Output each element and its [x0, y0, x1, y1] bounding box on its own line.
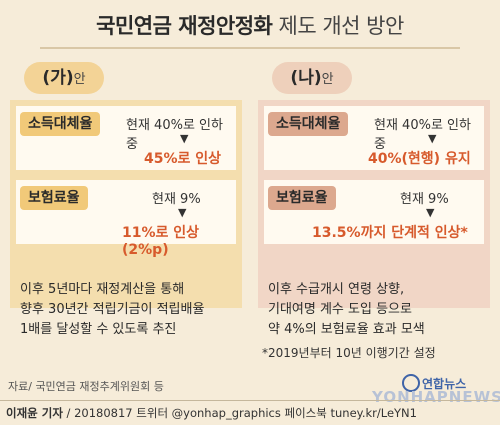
credit-details: / 20180817 트위터 @yonhap_graphics 페이스북 tun… [62, 406, 417, 420]
plan-b-panel: 소득대체율 현재 40%로 인하 중 ▼ 40%(현행) 유지 보험료율 현재 … [258, 100, 490, 308]
logo-english: YONHAPNEWS [372, 388, 500, 406]
source-note: 자료/ 국민연금 재정추계위원회 등 [8, 380, 164, 393]
logo-korean: 연합뉴스 [422, 377, 467, 391]
plan-a-note-line: 향후 30년간 적립기금이 적립배율 [20, 302, 205, 317]
title-divider [40, 47, 460, 49]
yonhap-logo: 연합뉴스 YONHAPNEWS [368, 366, 500, 406]
plan-b-tag: (나)안 [272, 62, 352, 94]
plan-a-premium-box: 보험료율 현재 9% ▼ 11%로 인상(2%p) [16, 180, 236, 258]
arrow-down-icon: ▼ [178, 206, 187, 219]
arrow-down-icon: ▼ [426, 206, 435, 219]
plan-a-panel: 소득대체율 현재 40%로 인하 중 ▼ 45%로 인상 보험료율 현재 9% … [10, 100, 242, 308]
arrow-down-icon: ▼ [180, 132, 189, 145]
plan-a-income-box: 소득대체율 현재 40%로 인하 중 ▼ 45%로 인상 [16, 106, 236, 170]
footer-divider [0, 400, 500, 401]
plan-b-premium-box: 보험료율 현재 9% ▼ 13.5%까지 단계적 인상* [264, 180, 484, 244]
plan-b-tag-suffix: 안 [321, 72, 334, 87]
page-title: 국민연금 재정안정화 제도 개선 방안 [0, 10, 500, 40]
plan-a-premium-from: 현재 9% [152, 192, 201, 207]
plan-a-notes: 이후 5년마다 재정계산을 통해 향후 30년간 적립기금이 적립배율 1배를 … [10, 280, 242, 340]
plan-a-premium-label: 보험료율 [20, 186, 88, 210]
plan-b-premium-to: 13.5%까지 단계적 인상* [312, 225, 468, 241]
plan-a-premium-to: 11%로 인상(2%p) [122, 225, 200, 258]
plan-b-premium-from: 현재 9% [400, 192, 449, 207]
credit-author: 이재윤 기자 [6, 406, 63, 420]
plan-b-notes: 이후 수급개시 연령 상향, 기대여명 계수 도입 등으로 약 4%의 보험료율… [258, 280, 490, 340]
plan-a-note-line: 이후 5년마다 재정계산을 통해 [20, 282, 185, 297]
plan-a-income-to: 45%로 인상 [144, 151, 222, 167]
plan-b-note-line: 이후 수급개시 연령 상향, [268, 282, 405, 297]
plan-a-tag: (가)안 [24, 62, 104, 94]
plan-b-income-label: 소득대체율 [268, 112, 349, 136]
plan-b-tag-main: (나) [290, 68, 322, 88]
plan-b-footnote: *2019년부터 10년 이행기간 설정 [262, 346, 436, 360]
plan-a-income-from: 현재 40%로 인하 중 [126, 118, 223, 152]
title-light: 제도 개선 방안 [278, 14, 405, 38]
credit-line: 이재윤 기자 / 20180817 트위터 @yonhap_graphics 페… [6, 405, 417, 421]
plan-a-income-label: 소득대체율 [20, 112, 101, 136]
arrow-down-icon: ▼ [428, 132, 437, 145]
plan-a-tag-suffix: 안 [73, 72, 86, 87]
title-bold: 국민연금 재정안정화 [96, 14, 273, 38]
plan-a-tag-main: (가) [42, 68, 74, 88]
plan-b-income-to: 40%(현행) 유지 [368, 151, 471, 167]
yonhap-logo-icon [402, 374, 420, 392]
plan-b-note-line: 기대여명 계수 도입 등으로 [268, 302, 412, 317]
plan-a-note-line: 1배를 달성할 수 있도록 추진 [20, 322, 177, 337]
plan-b-income-box: 소득대체율 현재 40%로 인하 중 ▼ 40%(현행) 유지 [264, 106, 484, 170]
plan-b-note-line: 약 4%의 보험료율 효과 모색 [268, 322, 425, 337]
plan-b-premium-label: 보험료율 [268, 186, 336, 210]
plan-b-income-from: 현재 40%로 인하 중 [374, 118, 471, 152]
